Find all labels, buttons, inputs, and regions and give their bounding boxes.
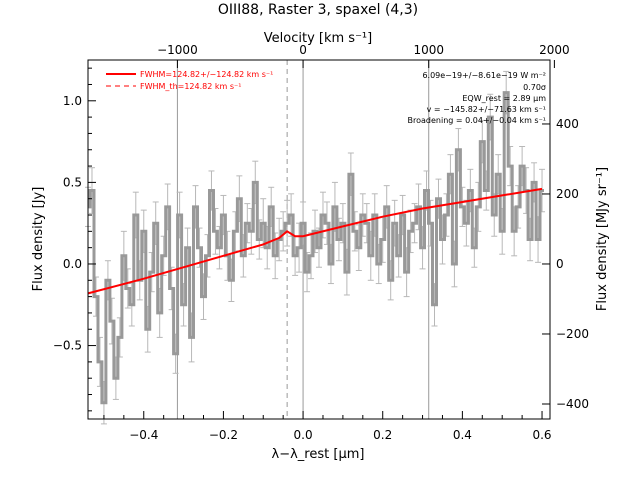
observed-spectrum-step <box>88 91 544 405</box>
y-tick-label: 1.0 <box>63 94 82 108</box>
y-tick-label: 0.0 <box>63 257 82 271</box>
x-tick-label: −0.2 <box>209 428 238 442</box>
legend: FWHM=124.82+/−124.82 km s⁻¹ FWHM_th=124.… <box>106 70 273 91</box>
right-y-tick-label: 0 <box>556 257 564 271</box>
annotation-broadening: Broadening = 0.04+/−0.04 km s⁻¹ <box>408 116 546 125</box>
plot-frame <box>87 59 551 420</box>
model-fit-line <box>87 187 543 295</box>
top-x-tick-label: −1000 <box>157 43 198 57</box>
y-axis-label: Flux density [Jy] <box>31 187 46 292</box>
right-y-tick-label: 400 <box>556 117 579 131</box>
y-tick-label: −0.5 <box>53 339 82 353</box>
right-y-tick-label: −200 <box>556 327 589 341</box>
top-x-tick-label: 2000 <box>539 43 570 57</box>
plot-area <box>85 60 546 425</box>
top-x-tick-label: 1000 <box>413 43 444 57</box>
x-tick-label: 0.2 <box>373 428 392 442</box>
legend-label-fwhm: FWHM=124.82+/−124.82 km s⁻¹ <box>140 70 273 79</box>
annotation-significance: 0.70σ <box>523 83 546 92</box>
x-tick-label: 0.4 <box>453 428 472 442</box>
right-y-tick-label: 200 <box>556 187 579 201</box>
chart-title: OIII88, Raster 3, spaxel (4,3) <box>218 2 418 18</box>
top-x-axis-label: Velocity [km s⁻¹] <box>264 31 372 46</box>
x-tick-label: −0.4 <box>129 428 158 442</box>
x-tick-label: 0.6 <box>532 428 551 442</box>
axes: −0.4 −0.2 0.0 0.2 0.4 0.6 −0.5 0.0 0.5 1.0 −1000 0 1… <box>53 43 589 442</box>
legend-label-fwhm-th: FWHM_th=124.82 km s⁻¹ <box>140 82 241 91</box>
fit-annotations: 6.09e−19+/−8.61e−19 W m⁻² 0.70σ EQW_rest… <box>408 71 547 125</box>
right-y-tick-label: −400 <box>556 397 589 411</box>
top-x-tick-label: 0 <box>299 43 307 57</box>
x-tick-label: 0.0 <box>294 428 313 442</box>
x-axis-label: λ−λ_rest [μm] <box>272 447 365 462</box>
annotation-eqw: EQW_rest = 2.89 μm <box>462 94 546 103</box>
annotation-line-flux: 6.09e−19+/−8.61e−19 W m⁻² <box>422 71 546 80</box>
right-y-axis-label: Flux density [MJy sr⁻¹] <box>595 167 610 311</box>
annotation-velocity: v = −145.82+/−71.63 km s⁻¹ <box>427 105 546 114</box>
y-tick-label: 0.5 <box>63 175 82 189</box>
